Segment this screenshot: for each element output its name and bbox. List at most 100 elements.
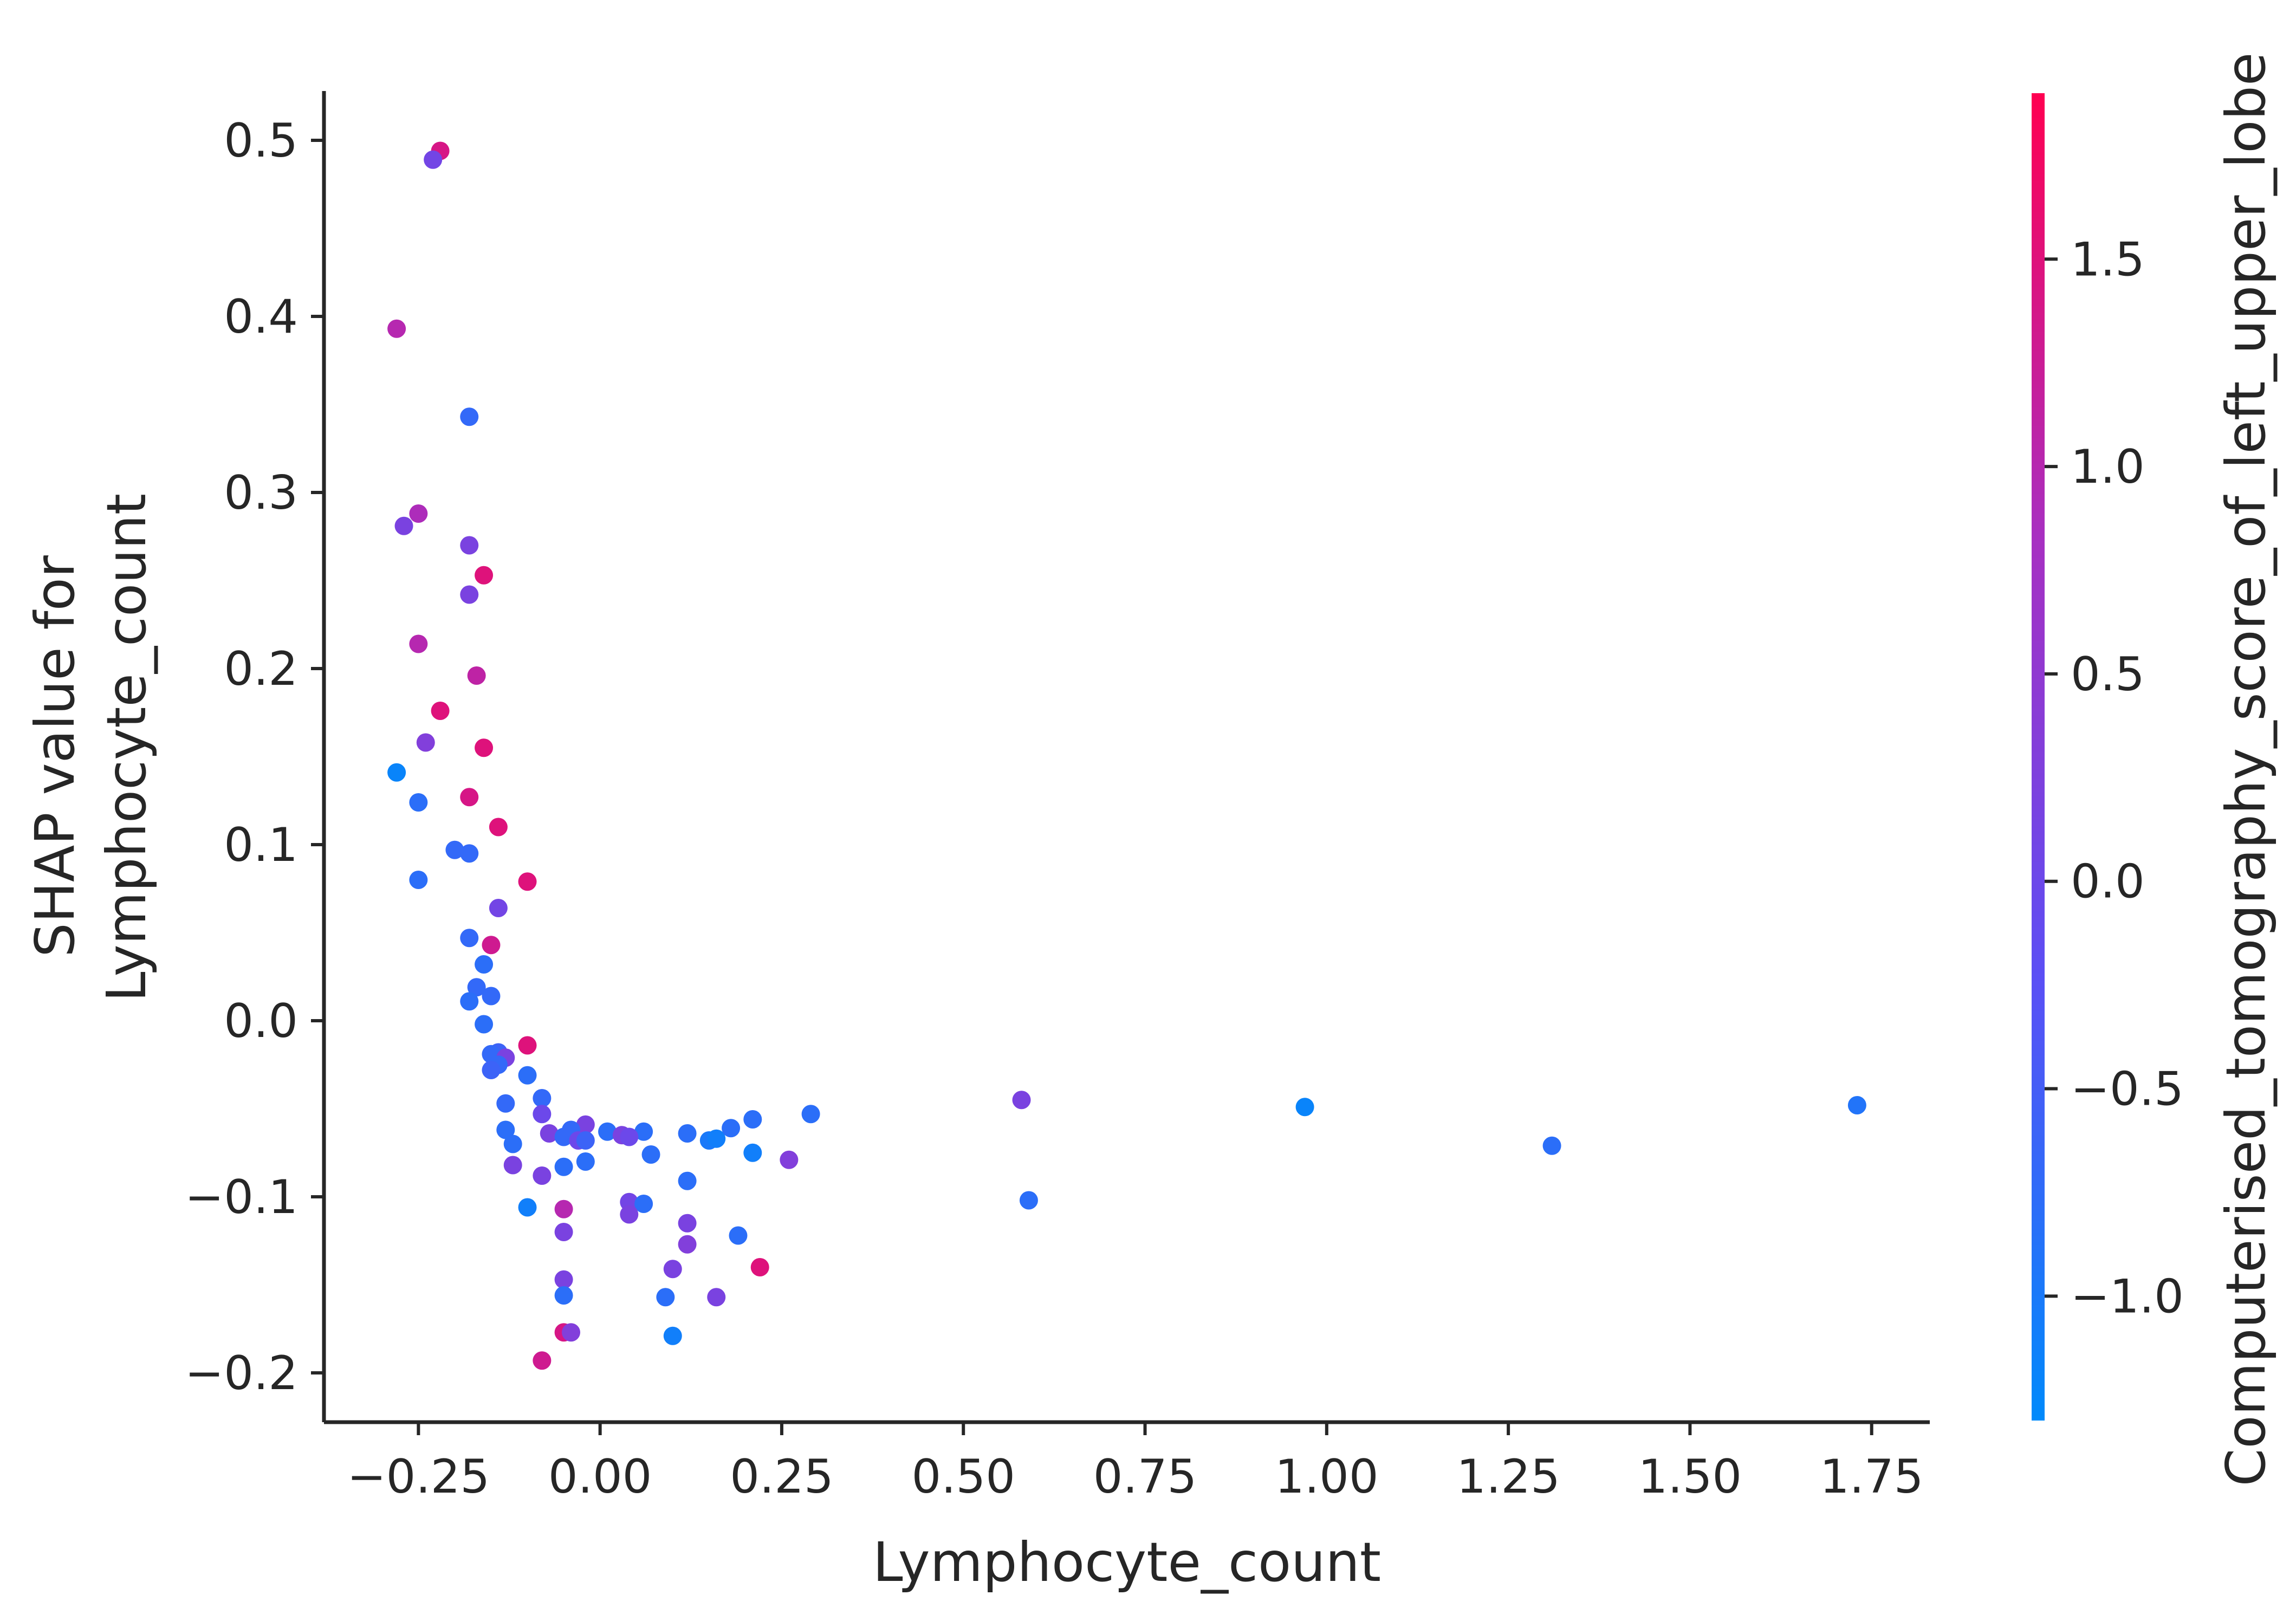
x-tick-label: 1.50 — [1638, 1450, 1742, 1504]
scatter-point — [482, 936, 501, 955]
scatter-point — [554, 1157, 573, 1176]
x-tick-label: 1.00 — [1275, 1450, 1378, 1504]
scatter-point — [460, 585, 479, 604]
scatter-point — [496, 1120, 515, 1139]
y-axis-label-line-2: Lymphocyte_count — [95, 494, 158, 1002]
scatter-point — [729, 1226, 748, 1245]
x-tick-label: 1.75 — [1820, 1450, 1923, 1504]
y-tick-label: 0.1 — [224, 818, 298, 872]
scatter-point — [409, 634, 428, 653]
colorbar-tick-label: −0.5 — [2071, 1062, 2184, 1117]
scatter-point — [503, 1134, 522, 1153]
y-tick-label: 0.5 — [224, 114, 298, 168]
scatter-point — [554, 1286, 573, 1305]
scatter-point — [554, 1199, 573, 1218]
colorbar-tick-label: 0.5 — [2071, 647, 2145, 702]
colorbar-tick-label: 1.0 — [2071, 440, 2145, 494]
scatter-point — [518, 1036, 537, 1055]
scatter-point — [743, 1143, 762, 1162]
scatter-point — [475, 566, 494, 585]
scatter-point — [1295, 1098, 1314, 1117]
scatter-point — [722, 1119, 741, 1138]
scatter-point — [489, 818, 508, 837]
scatter-point — [678, 1214, 697, 1233]
scatter-point — [496, 1094, 515, 1113]
scatter-point — [634, 1122, 653, 1141]
scatter-point — [475, 738, 494, 757]
scatter-point — [416, 733, 435, 752]
scatter-point — [656, 1288, 675, 1307]
scatter-point — [518, 1066, 537, 1085]
scatter-point — [678, 1124, 697, 1143]
colorbar-tick-label: −1.0 — [2071, 1269, 2184, 1324]
x-tick-label: −0.25 — [347, 1450, 490, 1504]
scatter-point — [533, 1105, 552, 1124]
scatter-point — [620, 1205, 639, 1224]
scatter-point — [460, 844, 479, 863]
scatter-point — [475, 1015, 494, 1034]
scatter-point — [394, 516, 413, 535]
scatter-point — [663, 1260, 682, 1279]
scatter-point — [387, 763, 406, 782]
scatter-point — [445, 840, 464, 859]
scatter-point — [678, 1235, 697, 1254]
colorbar-gradient — [2032, 93, 2045, 1421]
scatter-point — [533, 1166, 552, 1185]
scatter-point — [1847, 1096, 1866, 1114]
scatter-point — [503, 1156, 522, 1175]
scatter-point — [460, 992, 479, 1011]
scatter-point — [409, 504, 428, 523]
scatter-point — [533, 1351, 552, 1370]
scatter-point — [533, 1089, 552, 1107]
scatter-point — [482, 1061, 501, 1079]
y-tick-label: −0.2 — [185, 1346, 298, 1400]
plot-area: −0.25 0.00 0.25 0.50 0.75 1.00 1.25 1.50 1.75 −0… — [185, 91, 1930, 1504]
y-axis-label-line-1: SHAP value for — [23, 555, 87, 957]
scatter-point — [540, 1124, 559, 1143]
scatter-point — [620, 1127, 639, 1146]
colorbar-label: Computerised_tomography_score_of_left_up… — [2214, 53, 2278, 1487]
scatter-point — [554, 1127, 573, 1146]
scatter-point — [460, 788, 479, 807]
x-tick-label: 0.00 — [548, 1450, 652, 1504]
scatter-point — [801, 1105, 820, 1124]
scatter-point — [576, 1115, 595, 1134]
x-tick-label: 1.25 — [1456, 1450, 1560, 1504]
colorbar-ticks: −1.0 −0.5 0.0 0.5 1.0 1.5 — [2045, 232, 2184, 1324]
y-tick-label: 0.3 — [224, 466, 298, 520]
y-tick-label: 0.2 — [224, 642, 298, 696]
scatter-point — [424, 150, 443, 169]
x-axis-label: Lymphocyte_count — [873, 1531, 1381, 1594]
scatter-point — [475, 955, 494, 974]
scatter-point — [1012, 1091, 1031, 1110]
y-tick-label: 0.4 — [224, 290, 298, 344]
scatter-point — [518, 1198, 537, 1217]
x-tick-label: 0.25 — [730, 1450, 833, 1504]
scatter-point — [750, 1258, 769, 1276]
y-axis-ticks: −0.2 −0.1 0.0 0.1 0.2 0.3 0.4 0.5 — [185, 114, 324, 1400]
y-axis-label-2: SHAP value for Lymphocyte_count — [23, 494, 158, 1002]
scatter-point — [641, 1145, 660, 1164]
scatter-point — [431, 702, 450, 720]
colorbar-tick-label: 0.0 — [2071, 855, 2145, 909]
scatter-point — [562, 1323, 580, 1342]
scatter-point — [460, 536, 479, 555]
scatter-point — [598, 1122, 617, 1141]
x-axis-ticks: −0.25 0.00 0.25 0.50 0.75 1.00 1.25 1.50 1.75 — [347, 1422, 1923, 1504]
scatter-point — [1542, 1136, 1561, 1155]
scatter-point — [409, 871, 428, 889]
scatter-point — [576, 1152, 595, 1171]
scatter-point — [780, 1150, 799, 1169]
scatter-point — [576, 1131, 595, 1150]
scatter-point — [460, 407, 479, 426]
scatter-point — [554, 1223, 573, 1241]
scatter-point — [409, 793, 428, 812]
scatter-point — [707, 1288, 726, 1307]
scatter-point — [467, 978, 486, 997]
x-tick-label: 0.50 — [911, 1450, 1015, 1504]
scatter-points — [387, 141, 1866, 1370]
scatter-point — [467, 666, 486, 685]
scatter-point — [554, 1270, 573, 1289]
colorbar: −1.0 −0.5 0.0 0.5 1.0 1.5 Computerised_tomogr… — [2032, 53, 2278, 1487]
